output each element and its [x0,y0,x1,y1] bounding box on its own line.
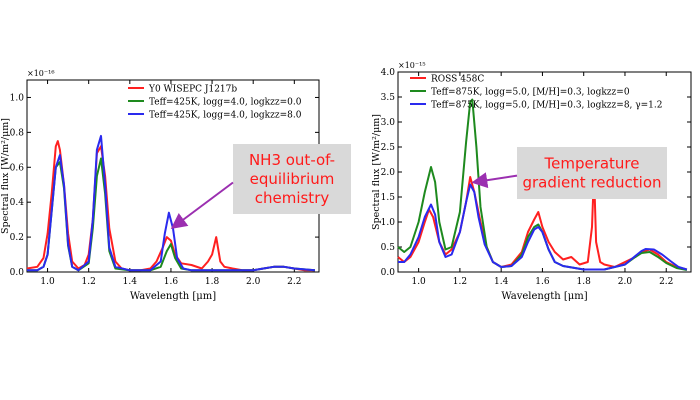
y-exponent-label: ×10⁻¹⁶ [27,69,55,78]
x-tick-label: 1.4 [494,277,509,287]
legend-label: Teff=875K, logg=5.0, [M/H]=0.3, logkzz=8… [431,101,663,111]
x-tick-label: 1.6 [164,277,179,287]
callout-arrow [170,181,234,230]
y-tick-label: 2.5 [381,143,396,153]
y-tick-label: 1.0 [381,218,396,228]
y-tick-label: 3.5 [381,93,396,103]
y-tick-label: 0.0 [381,268,396,278]
y-exponent-label: ×10⁻¹⁵ [398,61,426,70]
x-tick-label: 2.0 [618,277,633,287]
x-tick-label: 1.2 [82,277,96,287]
y-tick-label: 0.4 [10,198,25,208]
callout-box [233,144,351,214]
y-tick-label: 0.6 [10,163,25,173]
callout-box [517,147,667,199]
y-tick-label: 0.2 [10,233,24,243]
x-axis-label: Wavelength [μm] [501,291,587,302]
x-tick-label: 1.0 [40,277,55,287]
y-tick-label: 0.0 [10,268,25,278]
callout-text-line: Temperature [543,155,639,173]
legend-label: Teff=875K, logg=5.0, [M/H]=0.3, logkzz=0 [431,88,630,98]
callout-text-line: chemistry [255,189,330,207]
y-tick-label: 0.5 [381,243,396,253]
x-tick-label: 1.2 [453,277,467,287]
y-axis-label: Spectral flux [W/m²/μm] [0,118,11,234]
legend-label: Teff=425K, logg=4.0, logkzz=8.0 [149,111,302,121]
callout-text-line: equilibrium [250,170,335,188]
x-tick-label: 1.8 [577,277,592,287]
x-tick-label: 1.0 [411,277,426,287]
y-tick-label: 1.0 [10,93,25,103]
series-line-2 [398,183,688,271]
legend-label: ROSS 458C [431,75,484,85]
y-tick-label: 4.0 [381,68,396,78]
x-tick-label: 1.6 [535,277,550,287]
callout-text-line: NH3 out-of- [249,151,335,169]
x-axis-label: Wavelength [μm] [130,291,216,302]
y-axis-label: Spectral flux [W/m²/μm] [371,114,382,230]
y-tick-label: 3.0 [381,118,396,128]
right-spectrum-chart: 1.0 1.2 1.4 1.6 1.8 2.0 2.2 0.0 0.5 1.0 1.5 2.0 2.5 3… [371,61,692,302]
legend-label: Teff=425K, logg=4.0, logkzz=0.0 [149,98,302,108]
x-tick-label: 2.0 [246,277,261,287]
y-tick-label: 2.0 [381,168,396,178]
callout-arrow [471,172,518,189]
x-tick-label: 2.2 [287,277,301,287]
callout-text-line: gradient reduction [522,174,661,192]
legend-label: Y0 WISEPC J1217b [148,85,237,95]
left-spectrum-chart: 1.0 1.2 1.4 1.6 1.8 2.0 2.2 0.0 0.2 0.4 0.6 0.8 1.0 ×… [0,69,320,302]
x-tick-label: 1.4 [123,277,138,287]
x-tick-label: 2.2 [659,277,673,287]
x-tick-label: 1.8 [205,277,220,287]
y-tick-label: 1.5 [381,193,396,203]
y-tick-label: 0.8 [10,128,25,138]
series-line-2 [27,134,315,272]
